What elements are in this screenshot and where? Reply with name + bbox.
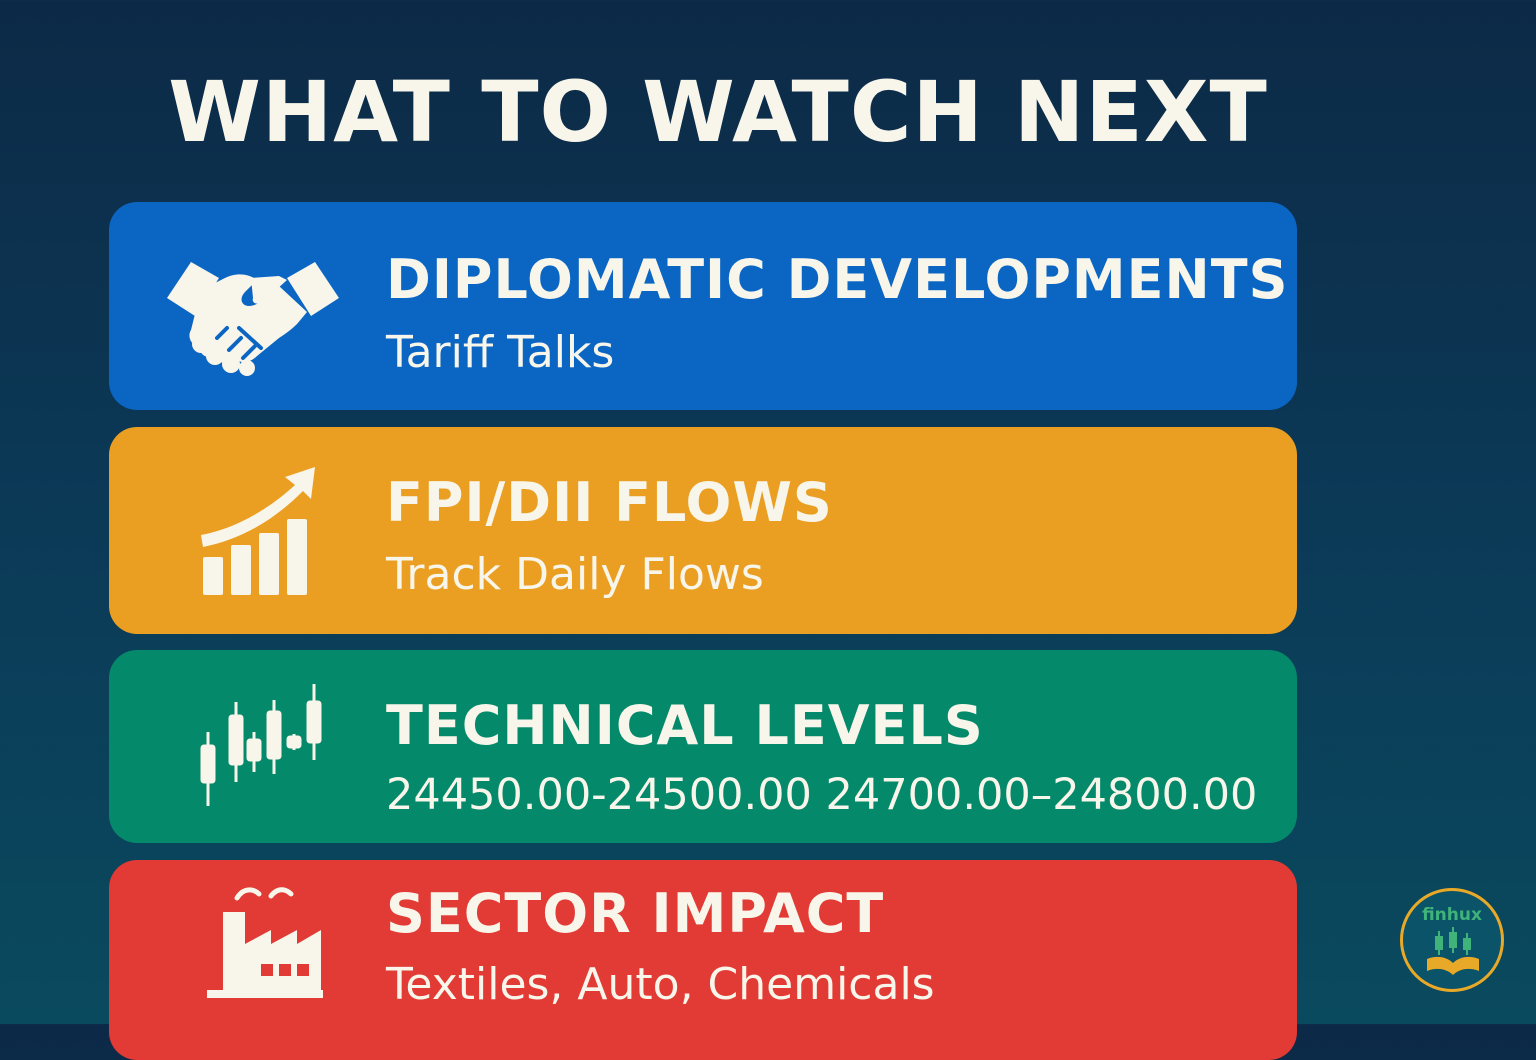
page-title: WHAT TO WATCH NEXT: [168, 63, 1268, 161]
factory-icon: [207, 887, 323, 998]
card-sector-impact: SECTOR IMPACT Textiles, Auto, Chemicals: [109, 860, 1297, 1060]
card-title: DIPLOMATIC DEVELOPMENTS: [386, 248, 1289, 311]
card-subtitle: Textiles, Auto, Chemicals: [386, 959, 935, 1010]
card-subtitle: Tariff Talks: [386, 327, 615, 378]
card-title: SECTOR IMPACT: [386, 882, 885, 945]
card-subtitle: Track Daily Flows: [386, 549, 764, 600]
candlestick-icon: [200, 684, 322, 806]
card-fpi-dii-flows: FPI/DII FLOWS Track Daily Flows: [109, 427, 1297, 634]
card-title: FPI/DII FLOWS: [386, 471, 833, 534]
card-diplomatic-developments: DIPLOMATIC DEVELOPMENTS Tariff Talks: [109, 202, 1297, 410]
card-subtitle: 24450.00-24500.00 24700.00–24800.00: [386, 770, 1258, 820]
logo-text: finhux: [1422, 905, 1482, 925]
candlestick-book-logo-icon: [1427, 927, 1479, 975]
handshake-icon: [167, 262, 339, 376]
card-title: TECHNICAL LEVELS: [386, 694, 984, 757]
rising-bar-chart-icon: [201, 467, 315, 595]
finhux-logo: finhux: [1400, 888, 1504, 992]
card-technical-levels: TECHNICAL LEVELS 24450.00-24500.00 24700…: [109, 650, 1297, 843]
